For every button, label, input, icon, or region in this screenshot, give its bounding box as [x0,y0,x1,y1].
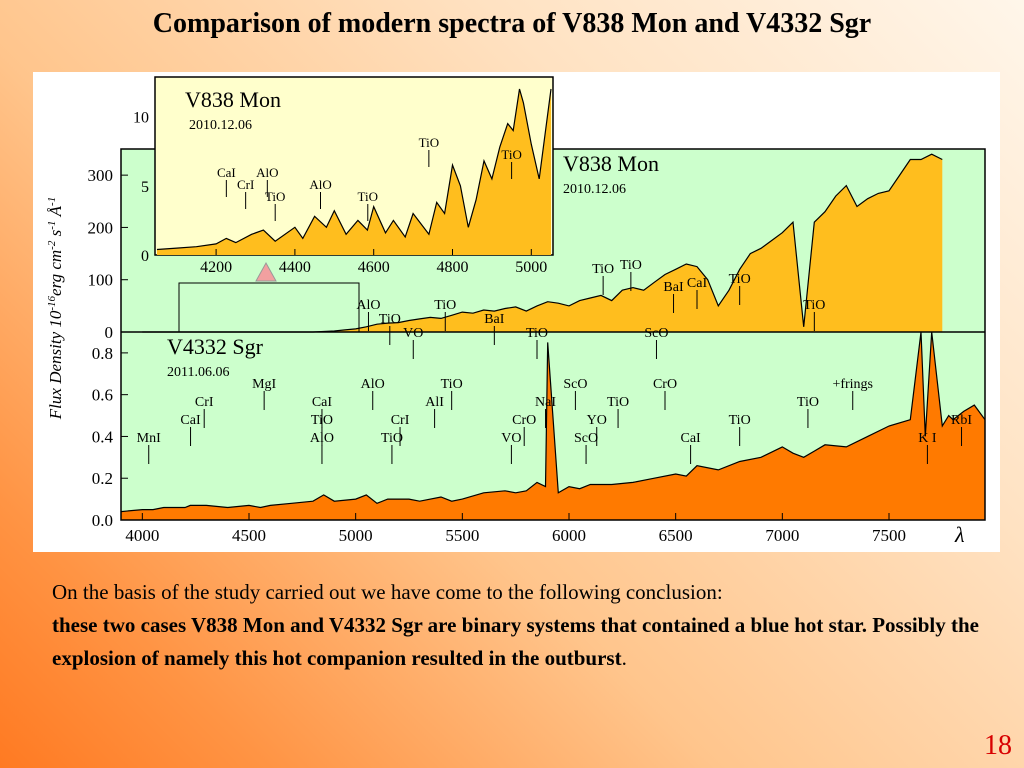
line-label: TiO [620,258,642,273]
line-label: CrO [512,413,536,428]
y-tick-label: 300 [88,166,114,185]
inset-y-tick-label: 5 [141,179,149,196]
page-number: 18 [984,730,1012,761]
inset-series-area [157,89,551,255]
line-label: TiO [592,262,614,277]
y-tick-label: 200 [88,218,114,237]
line-label: ScO [644,326,668,341]
slide-title: Comparison of modern spectra of V838 Mon… [152,8,872,39]
inset-line-label: AlO [309,177,331,192]
inset-x-tick-label: 4200 [200,259,232,276]
line-label: VO [501,431,521,446]
conclusion-end: . [621,646,627,670]
y-tick-label: 0 [105,323,114,342]
line-label: TiO [797,395,819,410]
line-label: TiO [381,431,403,446]
inset-y-tick-label: 0 [141,248,149,265]
line-label: TiO [441,377,463,392]
y-tick-label: 0.6 [92,386,113,405]
inset-x-tick-label: 4800 [437,259,469,276]
line-label: TiO [803,298,825,313]
x-tick-label: 7000 [765,526,799,545]
y-axis-label: Flux Density 10-16erg cm-2 s-1 Å-1 [46,197,65,420]
spectra-figure: 0 100 200 300 0.0 0.2 0.4 0.6 0.8 4000 4500 5000 550… [33,72,1000,552]
conclusion-text: On the basis of the study carried out we… [52,576,982,675]
line-label: BaI [484,312,505,327]
inset-x-tick-label: 5000 [515,259,547,276]
line-label: TiO [729,272,751,287]
line-label: BaI [663,280,684,295]
line-label: AlO [361,377,385,392]
inset-line-label: CrI [237,177,254,192]
line-label: TiO [607,395,629,410]
y-tick-label: 100 [88,271,114,290]
line-label: CaI [680,431,701,446]
line-label: TiO [379,312,401,327]
conclusion-statement: these two cases V838 Mon and V4332 Sgr a… [52,613,979,670]
inset-x-tick-label: 4600 [358,259,390,276]
y-tick-label: 0.4 [92,427,114,446]
y-tick-label: 0.8 [92,344,113,363]
panel-title-1: V838 Mon [563,151,659,176]
line-label: NaI [535,395,556,410]
line-label: RbI [951,413,972,428]
line-label: VO [403,326,423,341]
inset-date: 2010.12.06 [189,118,252,133]
inset-line-label: TiO [419,135,439,150]
inset-title: V838 Mon [185,87,281,112]
line-label: MgI [252,377,276,392]
line-label: CaI [687,276,708,291]
inset-pointer [255,261,277,282]
series-area-1 [142,154,943,332]
inset-line-label: CaI [217,165,236,180]
x-tick-label: 7500 [872,526,906,545]
line-label: CaI [180,413,201,428]
line-label: CaI [312,395,333,410]
line-label: TiO [434,298,456,313]
inset-series-line [156,88,552,251]
line-label: TiO [526,326,548,341]
x-tick-label: 4500 [232,526,266,545]
line-label: CrI [195,395,214,410]
x-tick-label: 4000 [125,526,159,545]
panel-date-2: 2011.06.06 [167,365,229,380]
line-label: MnI [137,431,161,446]
inset-line-label: TiO [501,147,521,162]
line-label: +frings [832,377,873,392]
inset-range-bracket [178,282,360,332]
line-label: AlI [425,395,444,410]
y-tick-label: 0.2 [92,469,113,488]
x-tick-label: 6500 [659,526,693,545]
conclusion-intro: On the basis of the study carried out we… [52,580,723,604]
line-label: AlO [356,298,380,313]
panel-date-1: 2010.12.06 [563,182,626,197]
inset-line-label: TiO [265,189,285,204]
x-axis-label: λ [954,522,965,547]
y-tick-label: 0.0 [92,511,113,530]
inset-line-label: TiO [358,189,378,204]
inset-x-tick-label: 4400 [279,259,311,276]
panel-title-2: V4332 Sgr [167,334,264,359]
x-tick-label: 6000 [552,526,586,545]
line-label: TiO [729,413,751,428]
x-tick-label: 5000 [339,526,373,545]
inset-line-label: AlO [256,165,278,180]
line-label: ScO [563,377,587,392]
line-label: CrO [653,377,677,392]
series-line-1 [142,153,943,333]
line-label: CrI [391,413,410,428]
x-tick-label: 5500 [445,526,479,545]
line-label: YO [587,413,607,428]
line-label: ScO [574,431,598,446]
series-line-2 [120,331,986,513]
inset-y-tick-label: 10 [133,110,149,127]
line-label: K I [918,431,937,446]
